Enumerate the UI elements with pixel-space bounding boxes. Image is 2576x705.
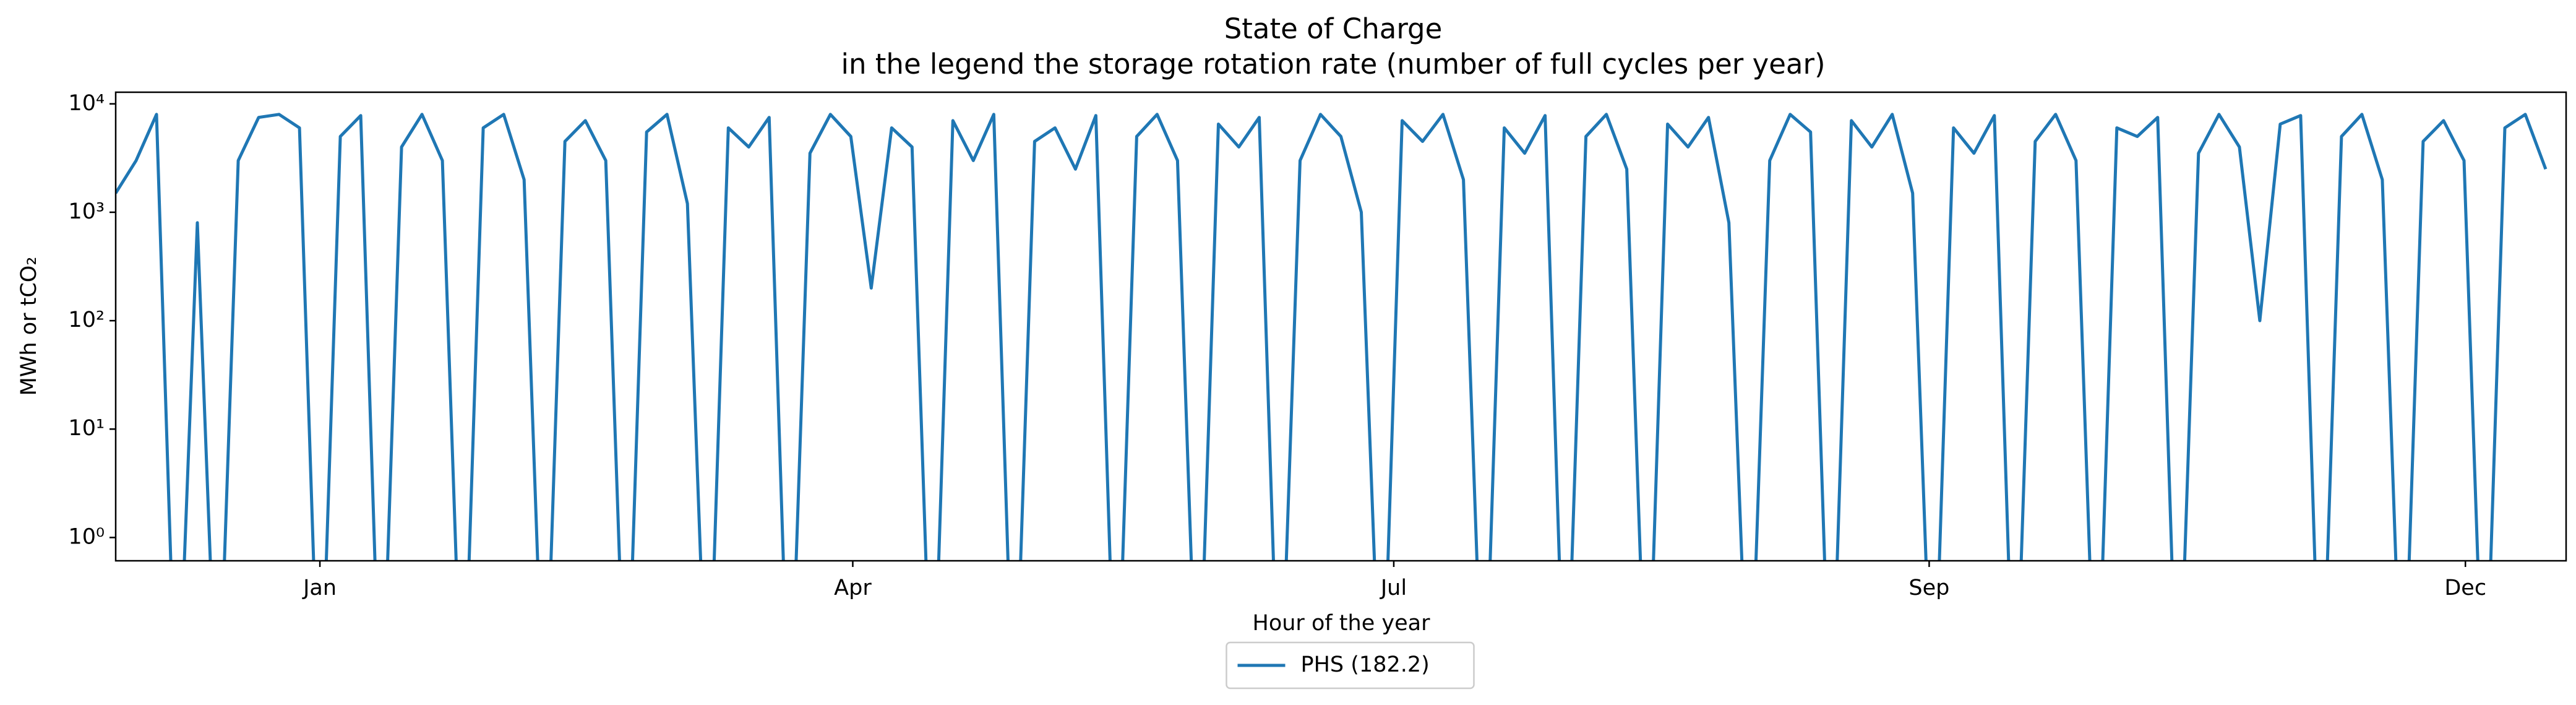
x-tick-label: Apr — [834, 576, 872, 600]
line-series — [116, 113, 2548, 561]
y-tick-label: 10³ — [68, 199, 105, 224]
x-tick-label: Dec — [2444, 576, 2486, 600]
axes-frame — [114, 91, 2567, 562]
y-tick-label: 10⁰ — [68, 524, 105, 549]
legend-box — [1226, 641, 1475, 690]
y-axis-label: MWh or tCO₂ — [17, 257, 41, 396]
chart-title: State of Charge — [1224, 12, 1443, 45]
plot-area — [116, 113, 2548, 561]
y-tick-label: 10² — [68, 308, 105, 332]
x-axis-label: Hour of the year — [1253, 611, 1431, 636]
x-tick-label: Jul — [1380, 576, 1407, 600]
x-tick-label: Jan — [302, 576, 337, 600]
legend-label: PHS (182.2) — [1301, 652, 1430, 677]
y-tick-label: 10⁴ — [68, 91, 105, 116]
y-tick-label: 10¹ — [68, 416, 105, 441]
x-tick-label: Sep — [1908, 576, 1949, 600]
chart-subtitle: in the legend the storage rotation rate … — [841, 48, 1825, 80]
